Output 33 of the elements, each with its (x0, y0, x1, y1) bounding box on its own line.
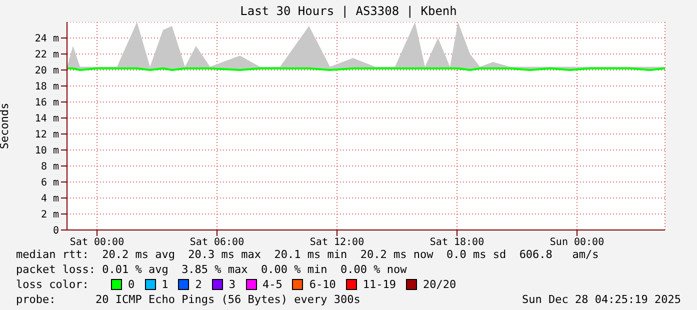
text: packet loss: 0.01 % avg 3.85 % max 0.00 % min 0.00 % now (16, 262, 408, 277)
y-tick-label: 4 m (40, 194, 59, 205)
x-tick-label: Sat 00:00 (70, 237, 124, 248)
y-tick-label: 20 m (34, 66, 59, 77)
x-tick-label: Sat 18:00 (430, 237, 484, 248)
y-tick-label: 18 m (34, 82, 59, 93)
y-tick-label: 0 (52, 226, 59, 237)
y-tick-label: 8 m (40, 162, 59, 173)
x-tick-label: Sun 00:00 (550, 237, 604, 248)
text: probe: 20 ICMP Echo Pings (56 Bytes) every 300s (16, 292, 360, 307)
y-tick-label: 16 m (34, 98, 59, 109)
legend-title: loss color: (16, 277, 90, 292)
legend-label: 20/20 (422, 277, 456, 292)
chart-title: Last 30 Hours | AS3308 | Kbenh (239, 4, 458, 18)
text: Sun Dec 28 04:25:19 2025 (522, 292, 681, 307)
y-tick-label: 14 m (34, 114, 59, 125)
y-tick-label: 24 m (34, 34, 59, 45)
y-tick-label: 12 m (34, 130, 59, 141)
x-tick-label: Sat 06:00 (190, 237, 244, 248)
y-tick-label: 22 m (34, 50, 59, 61)
text: median rtt: 20.2 ms avg 20.3 ms max 20.1 ms min 20.2 ms now 0.0 ms sd 606.8 am/s (16, 247, 600, 262)
legend-label: 0 (127, 277, 135, 292)
legend-label: 2 (194, 277, 202, 292)
y-tick-label: 6 m (40, 178, 59, 189)
y-tick-label: 2 m (40, 210, 59, 221)
legend-label: 6-10 (308, 277, 336, 292)
legend-label: 11-19 (362, 277, 396, 292)
y-tick-label: 10 m (34, 146, 59, 157)
legend-label: 1 (160, 277, 168, 292)
legend-label: 3 (228, 277, 236, 292)
y-axis-title: Seconds (0, 102, 11, 150)
x-tick-label: Sat 12:00 (310, 237, 364, 248)
legend-label: 4-5 (262, 277, 282, 292)
